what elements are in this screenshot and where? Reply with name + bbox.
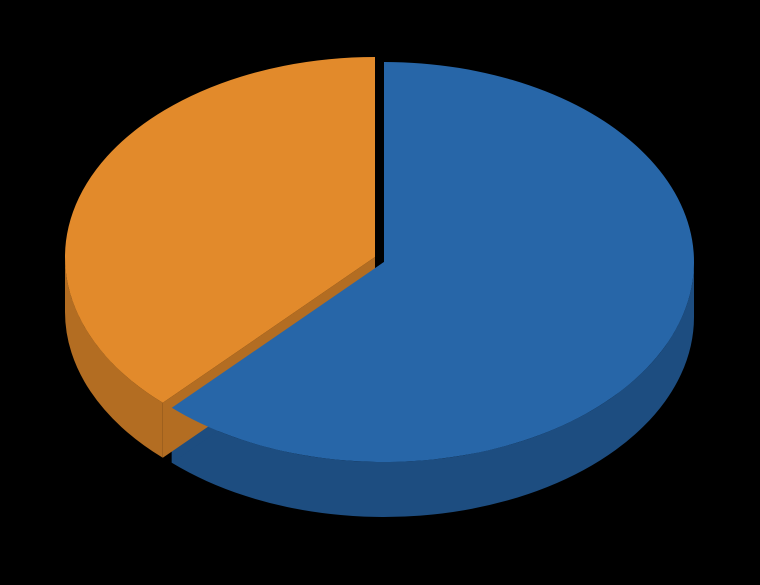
pie-chart-3d	[0, 0, 760, 585]
